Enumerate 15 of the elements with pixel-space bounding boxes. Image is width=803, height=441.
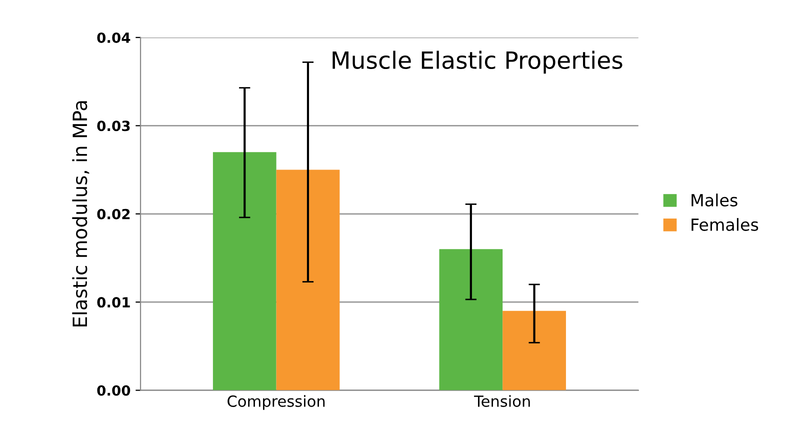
y-axis-title: Elastic modulus, in MPa bbox=[72, 101, 90, 326]
y-tick-label: 0.04 bbox=[97, 32, 130, 43]
bar bbox=[439, 249, 503, 390]
x-tick-label: Tension bbox=[474, 395, 530, 407]
y-tick-label: 0.03 bbox=[97, 120, 130, 132]
y-tick-label: 0.00 bbox=[97, 385, 130, 396]
legend-label: Females bbox=[692, 218, 758, 231]
x-tick-label: Compression bbox=[228, 395, 325, 410]
y-tick-label: 0.02 bbox=[97, 208, 130, 220]
text: Muscle Elastic Properties bbox=[332, 50, 622, 74]
bar bbox=[502, 310, 566, 390]
legend-label: Males bbox=[692, 194, 738, 206]
bar bbox=[276, 170, 340, 390]
y-tick-label: 0.01 bbox=[97, 297, 130, 308]
bar bbox=[212, 152, 276, 390]
